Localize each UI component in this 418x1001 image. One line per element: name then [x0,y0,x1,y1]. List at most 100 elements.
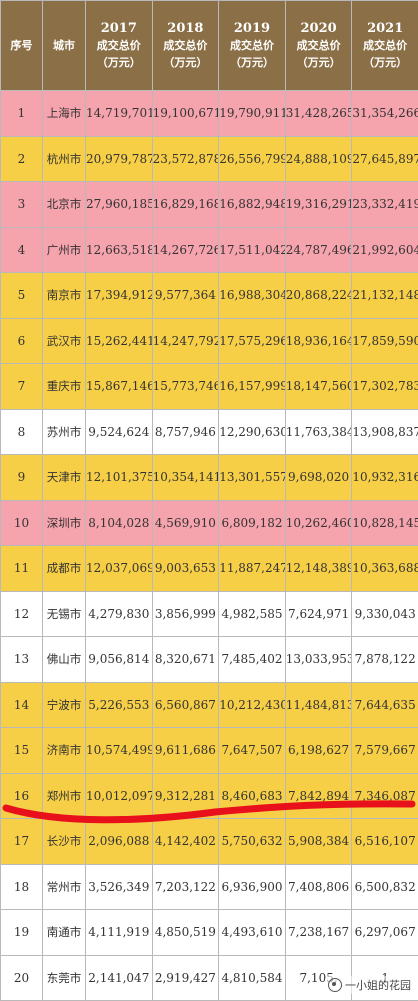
row-value-2020: 31,428,265 [285,91,352,137]
row-value-2017: 12,037,069 [86,546,153,592]
row-city: 重庆市 [43,364,86,410]
row-value-2018: 9,611,686 [152,728,219,774]
row-value-2021: 31,354,266 [352,91,418,137]
row-value-2020: 20,868,224 [285,273,352,319]
row-value-2017: 2,096,088 [86,819,153,865]
row-index: 5 [1,273,43,319]
row-value-2021: 6,500,832 [352,864,418,910]
row-value-2021: 27,645,897 [352,136,418,182]
row-value-2017: 10,574,499 [86,728,153,774]
row-value-2021: 10,828,145 [352,500,418,546]
row-value-2018: 9,312,281 [152,773,219,819]
watermark: 一小姐的花园 [325,976,414,994]
row-value-2017: 10,012,097 [86,773,153,819]
row-city: 苏州市 [43,409,86,455]
header-label: 成交总价 [286,37,352,54]
header-unit: （万元） [153,54,219,71]
header-unit: （万元） [286,54,352,71]
row-value-2019: 5,750,632 [219,819,286,865]
row-value-2017: 4,279,830 [86,591,153,637]
row-value-2020: 10,262,460 [285,500,352,546]
row-index: 6 [1,318,43,364]
header-index: 序号 [1,1,43,91]
row-city: 无锡市 [43,591,86,637]
header-city: 城市 [43,1,86,91]
row-value-2021: 17,859,590 [352,318,418,364]
row-value-2020: 9,698,020 [285,455,352,501]
row-value-2021: 23,332,419 [352,182,418,228]
row-value-2018: 6,560,867 [152,682,219,728]
row-value-2020: 19,316,291 [285,182,352,228]
row-value-2021: 7,579,667 [352,728,418,774]
row-index: 11 [1,546,43,592]
row-index: 16 [1,773,43,819]
row-value-2019: 4,982,585 [219,591,286,637]
row-value-2019: 16,882,948 [219,182,286,228]
row-city: 天津市 [43,455,86,501]
row-city: 武汉市 [43,318,86,364]
row-value-2019: 17,511,042 [219,227,286,273]
row-value-2018: 3,856,999 [152,591,219,637]
row-value-2018: 8,320,671 [152,637,219,683]
row-value-2017: 5,226,553 [86,682,153,728]
row-index: 12 [1,591,43,637]
row-value-2017: 2,141,047 [86,955,153,1001]
row-index: 3 [1,182,43,228]
row-value-2018: 9,003,653 [152,546,219,592]
row-city: 佛山市 [43,637,86,683]
row-city: 南通市 [43,910,86,956]
row-value-2019: 11,887,247 [219,546,286,592]
row-value-2019: 4,810,584 [219,955,286,1001]
row-value-2021: 21,992,604 [352,227,418,273]
row-value-2019: 7,485,402 [219,637,286,683]
row-value-2018: 19,100,671 [152,91,219,137]
row-city: 长沙市 [43,819,86,865]
row-city: 成都市 [43,546,86,592]
row-value-2021: 7,644,635 [352,682,418,728]
row-value-2020: 12,148,389 [285,546,352,592]
row-value-2019: 6,809,182 [219,500,286,546]
row-value-2018: 10,354,141 [152,455,219,501]
row-value-2018: 14,247,792 [152,318,219,364]
row-value-2018: 16,829,168 [152,182,219,228]
row-index: 7 [1,364,43,410]
header-label: 成交总价 [86,37,152,54]
row-value-2019: 4,493,610 [219,910,286,956]
row-value-2018: 7,203,122 [152,864,219,910]
header-unit: （万元） [352,54,418,71]
row-value-2017: 17,394,912 [86,273,153,319]
row-city: 北京市 [43,182,86,228]
row-value-2017: 9,524,624 [86,409,153,455]
row-city: 东莞市 [43,955,86,1001]
row-city: 深圳市 [43,500,86,546]
header-unit: （万元） [219,54,285,71]
header-label: 成交总价 [219,37,285,54]
row-value-2019: 12,290,630 [219,409,286,455]
wechat-icon [328,978,342,992]
row-value-2021: 6,516,107 [352,819,418,865]
header-year: 2021 [352,20,418,37]
header-unit: （万元） [86,54,152,71]
row-value-2021: 10,363,688 [352,546,418,592]
row-index: 17 [1,819,43,865]
row-value-2020: 11,763,384 [285,409,352,455]
row-value-2020: 18,936,164 [285,318,352,364]
row-index: 8 [1,409,43,455]
row-value-2018: 4,850,519 [152,910,219,956]
